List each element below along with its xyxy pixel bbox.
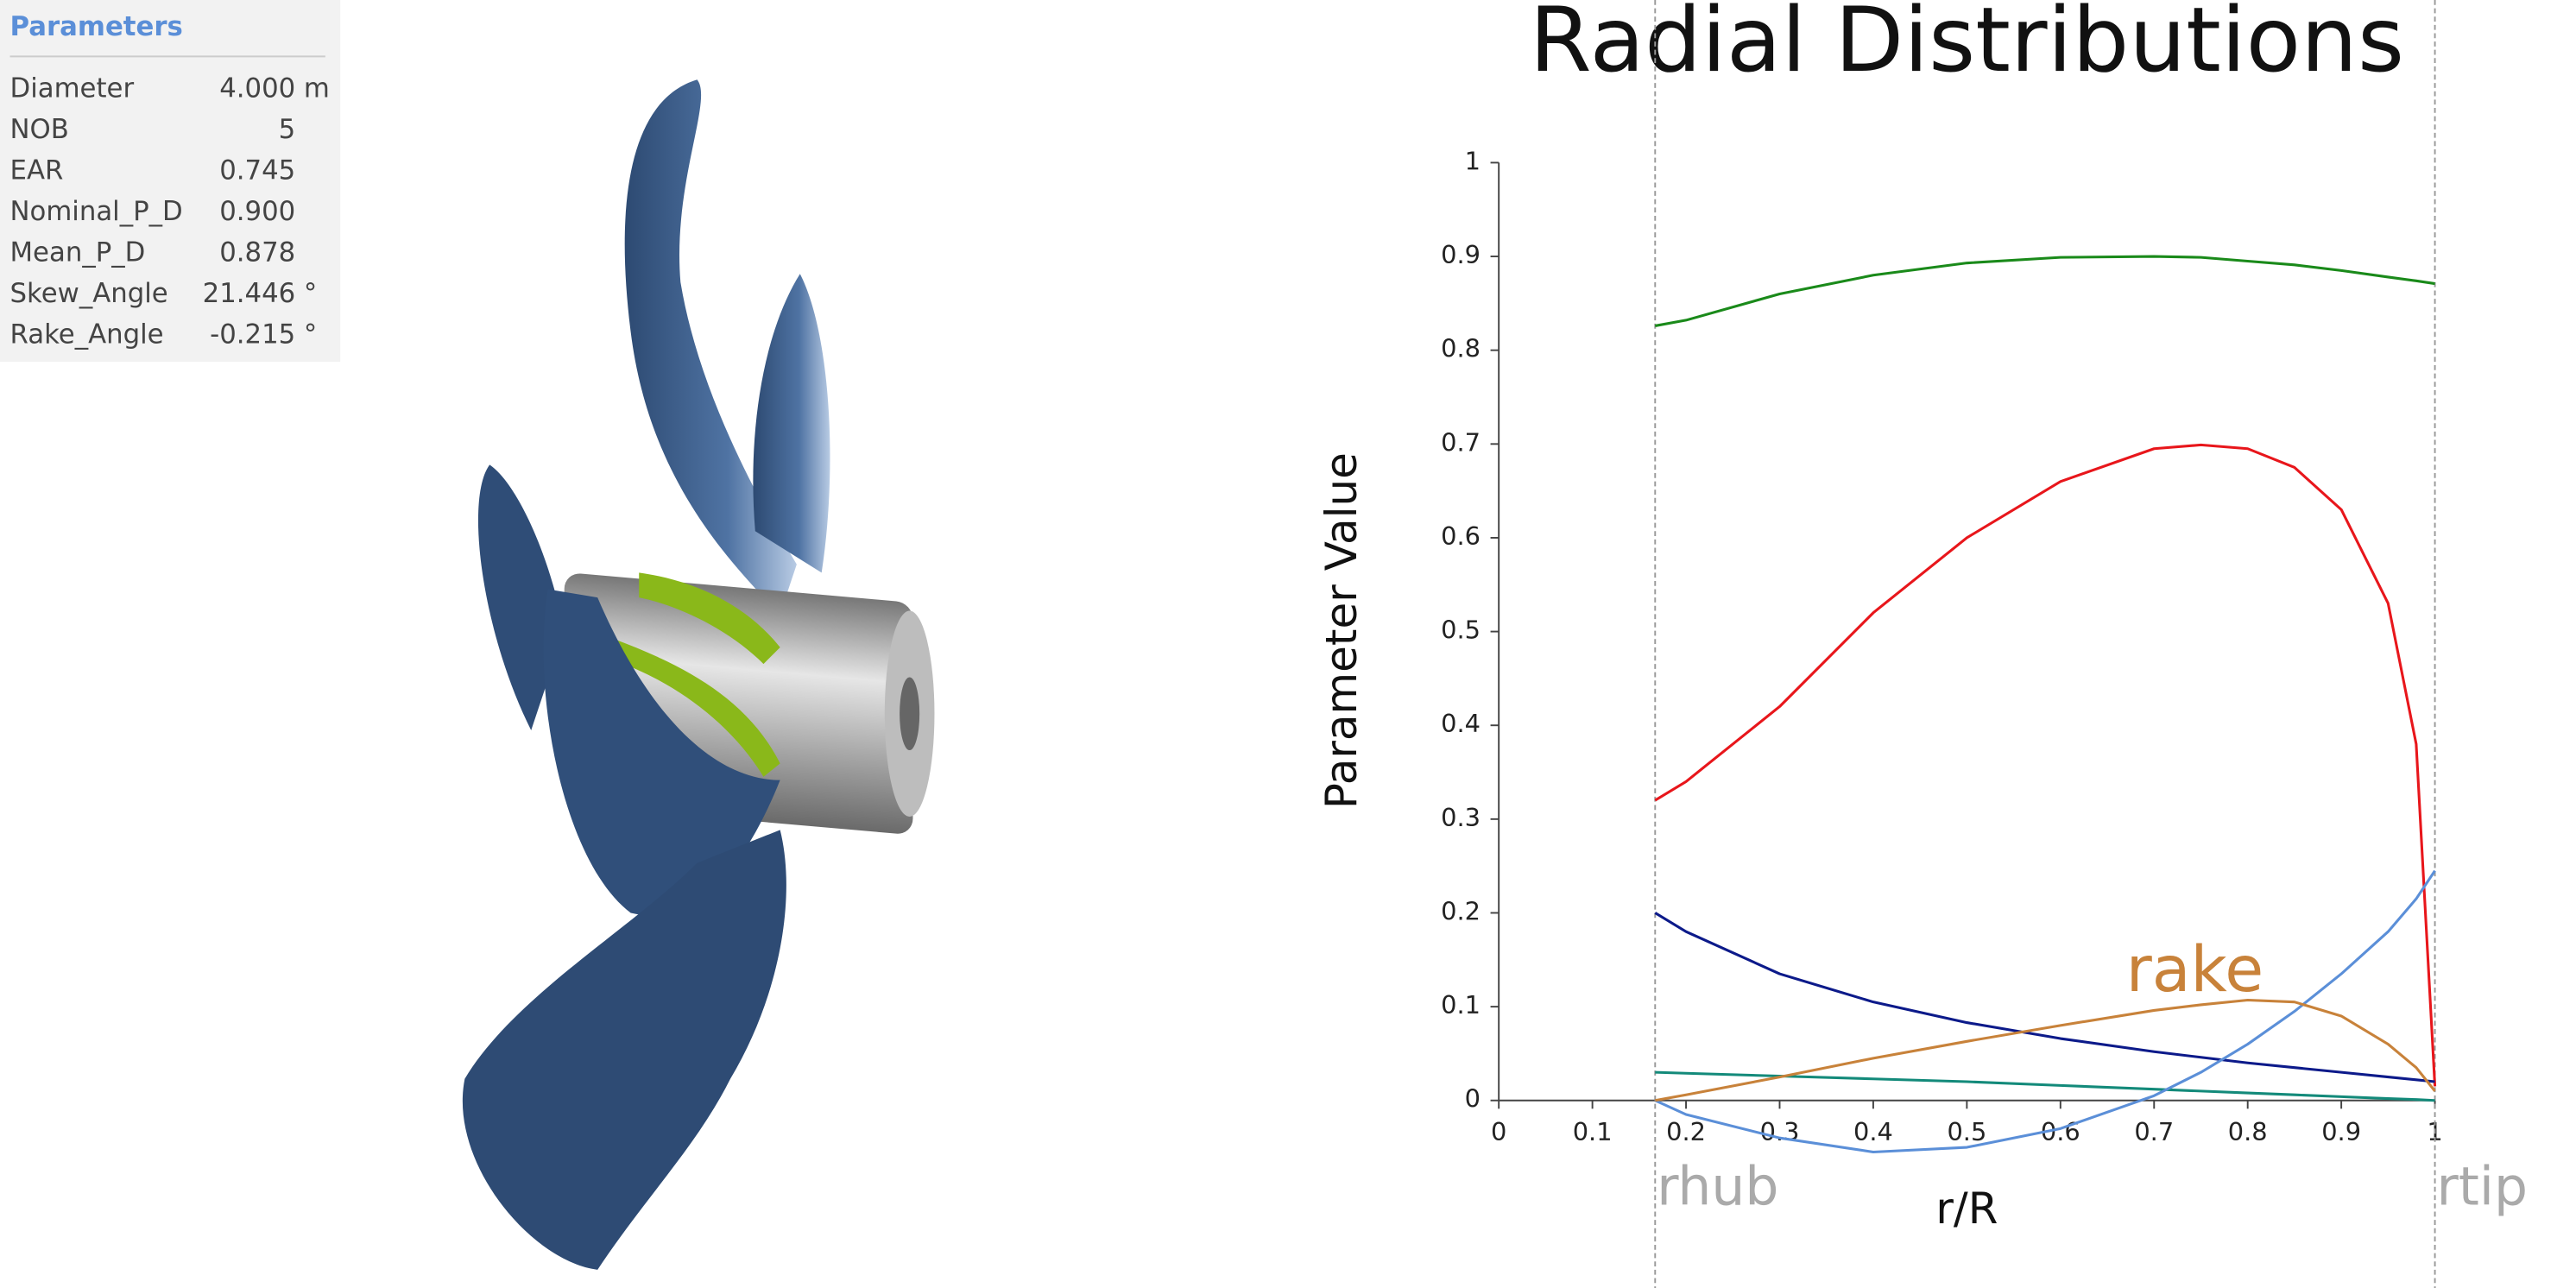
- param-value: 0.745: [219, 155, 295, 186]
- annotation: rake: [2126, 933, 2263, 1007]
- propeller-render: [462, 79, 935, 1270]
- x-tick-label: 0.1: [1573, 1117, 1613, 1146]
- y-tick-label: 0: [1465, 1084, 1481, 1114]
- param-value: 0.878: [219, 237, 295, 268]
- param-value: -0.215: [210, 319, 295, 350]
- y-tick-label: 0.8: [1441, 334, 1481, 363]
- y-tick-label: 0.3: [1441, 803, 1481, 832]
- series-line: [1654, 443, 2437, 1087]
- x-tick-label: 0.9: [2321, 1117, 2361, 1146]
- x-tick-label: 0.4: [1853, 1117, 1893, 1146]
- reference-label: rtip: [2436, 1156, 2528, 1218]
- x-tick-label: 0.5: [1947, 1117, 1986, 1146]
- series-line: [1654, 869, 2436, 1154]
- param-name: Rake_Angle: [10, 319, 164, 350]
- panel-title: Parameters: [10, 11, 183, 42]
- param-value: 5: [279, 114, 296, 145]
- chart-title: Radial Distributions: [1530, 0, 2404, 92]
- param-name: Nominal_P_D: [10, 196, 183, 227]
- param-name: Mean_P_D: [10, 237, 146, 268]
- x-tick-label: 0.2: [1666, 1117, 1706, 1146]
- param-value: 4.000: [219, 73, 295, 104]
- y-tick-label: 0.6: [1441, 521, 1481, 551]
- reference-label: rhub: [1657, 1156, 1778, 1218]
- param-name: Diameter: [10, 73, 135, 104]
- x-tick-label: 0.8: [2228, 1117, 2268, 1146]
- series-line: [1654, 912, 2435, 1083]
- y-tick-label: 0.1: [1441, 990, 1481, 1020]
- param-name: EAR: [10, 155, 64, 186]
- y-tick-label: 0.4: [1441, 709, 1481, 738]
- param-unit: °: [304, 319, 317, 350]
- x-tick-label: 0.3: [1760, 1117, 1800, 1146]
- y-tick-label: 0.9: [1441, 240, 1481, 269]
- x-tick-label: 0.7: [2134, 1117, 2174, 1146]
- param-value: 0.900: [219, 196, 295, 227]
- x-axis-label: r/R: [1935, 1184, 1998, 1234]
- series-line: [1654, 998, 2436, 1102]
- param-value: 21.446: [203, 278, 296, 309]
- series-line: [1654, 255, 2435, 327]
- panel-background: [0, 0, 341, 363]
- param-name: NOB: [10, 114, 69, 145]
- y-tick-label: 0.5: [1441, 616, 1481, 645]
- series-line: [1655, 1070, 2435, 1102]
- y-tick-label: 0.7: [1441, 427, 1481, 457]
- x-tick-label: 0: [1491, 1117, 1506, 1146]
- parameters-panel: Parameters Diameter 4.000 m NOB 5 EAR 0.745 Nom…: [0, 0, 341, 363]
- y-tick-label: 0.2: [1441, 896, 1481, 925]
- y-tick-label: 1: [1465, 146, 1481, 175]
- param-name: Skew_Angle: [10, 278, 168, 309]
- param-unit: m: [304, 73, 330, 104]
- y-axis-label: Parameter Value: [1316, 452, 1367, 809]
- param-unit: °: [304, 278, 317, 309]
